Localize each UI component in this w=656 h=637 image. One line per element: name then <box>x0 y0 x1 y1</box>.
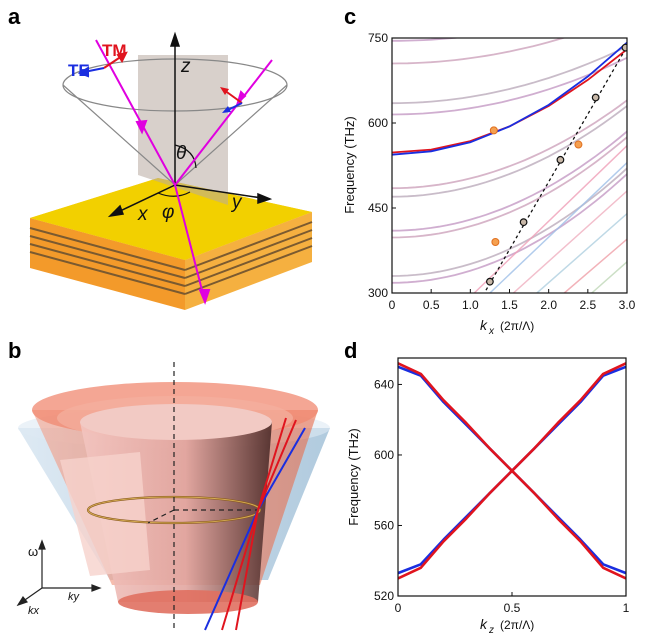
d-y-tick-label: 560 <box>374 518 394 532</box>
c-highlight-band <box>392 41 627 156</box>
d-band-line <box>397 362 627 580</box>
panel-c-band-chart: 0 0.5 1.0 1.5 2.0 2.5 3.0 300 450 600 750 Frequen… <box>342 31 636 337</box>
c-faint-band-line <box>392 136 627 239</box>
d-plot-area <box>397 362 627 580</box>
ky-label: ky <box>68 591 81 603</box>
c-black-marker <box>591 93 600 102</box>
coordinate-axes <box>107 31 273 218</box>
c-x-axis-sub: x <box>488 326 495 337</box>
c-y-tick-label: 600 <box>368 116 388 130</box>
c-y-ticks: 300 450 600 750 <box>368 31 396 300</box>
d-y-tick-label: 520 <box>374 589 394 603</box>
c-x-axis-main: k <box>480 317 488 333</box>
tm-label: TM <box>102 41 127 60</box>
c-y-tick-label: 750 <box>368 31 388 45</box>
d-plot-frame <box>397 357 627 597</box>
te-label: TE <box>68 61 90 80</box>
c-light-line <box>473 145 627 293</box>
panel-label-b: b <box>8 338 22 363</box>
kx-label: kx <box>28 605 40 617</box>
c-faint-band-line <box>392 99 627 190</box>
d-x-ticks: 0 0.5 1 <box>395 592 630 615</box>
c-black-marker <box>556 155 565 164</box>
c-y-axis-label: Frequency (THz) <box>342 116 357 214</box>
d-x-axis-unit: (2π/Λ) <box>500 618 534 632</box>
c-x-tick-label: 3.0 <box>619 298 636 312</box>
d-y-tick-label: 640 <box>374 377 394 391</box>
phi-label: φ <box>162 202 174 223</box>
theta-label: θ <box>176 143 187 164</box>
c-plot-area <box>392 38 627 293</box>
omega-label: ω <box>28 544 38 559</box>
d-x-tick-label: 0.5 <box>504 601 521 615</box>
c-x-tick-label: 1.0 <box>462 298 479 312</box>
y-axis-label: y <box>230 192 243 213</box>
c-black-marker <box>486 277 494 286</box>
c-dashed-light-line <box>485 46 627 291</box>
c-faint-band-line <box>392 173 627 284</box>
c-faint-band-line <box>392 45 627 105</box>
c-x-tick-label: 2.5 <box>579 298 596 312</box>
c-orange-marker <box>574 140 583 149</box>
tm-polarization-arrow <box>103 51 128 69</box>
c-light-line <box>489 162 627 293</box>
cone-cutout <box>60 452 150 576</box>
z-axis-label: z <box>180 56 191 77</box>
c-faint-band-line <box>392 167 627 277</box>
phi-arc <box>157 191 191 197</box>
c-black-marker <box>621 43 627 52</box>
c-y-tick-label: 450 <box>368 201 388 215</box>
c-x-tick-label: 0 <box>389 298 396 312</box>
c-light-line <box>591 261 627 293</box>
c-light-line <box>563 238 627 293</box>
c-x-tick-label: 2.0 <box>540 298 557 312</box>
light-rays <box>95 39 273 305</box>
gold-top-surface <box>30 178 312 260</box>
panel-label-c: c <box>344 4 357 29</box>
panel-b-dispersion-cones: ω ky kx <box>16 362 330 631</box>
theta-arc <box>174 144 197 169</box>
c-black-marker <box>519 218 528 227</box>
c-x-tick-label: 0.5 <box>423 298 440 312</box>
c-x-tick-label: 1.5 <box>501 298 518 312</box>
reflected-polarization-arrows <box>220 87 243 113</box>
x-axis-label: x <box>137 204 149 225</box>
c-light-line <box>512 190 627 293</box>
c-faint-band-line <box>392 105 627 198</box>
d-x-tick-label: 1 <box>623 601 630 615</box>
c-faint-band-line <box>392 56 627 116</box>
c-light-line <box>536 213 627 293</box>
c-y-tick-label: 300 <box>368 286 388 300</box>
c-faint-band-line <box>392 130 627 232</box>
panel-label-d: d <box>344 338 358 363</box>
side-dispersion-lines <box>204 417 306 631</box>
c-orange-marker <box>491 238 500 246</box>
d-x-tick-label: 0 <box>395 601 402 615</box>
d-y-ticks: 520 560 600 640 <box>374 377 402 603</box>
b-axes <box>16 539 102 607</box>
c-faint-band-line <box>392 38 567 65</box>
c-x-axis-unit: (2π/Λ) <box>500 319 534 333</box>
d-x-axis-sub: z <box>488 625 494 636</box>
plane-of-incidence <box>138 55 228 205</box>
c-series-group <box>392 38 627 293</box>
panel-a-schematic: TE TM z x y θ φ <box>29 31 313 310</box>
c-orange-marker <box>489 126 498 135</box>
panel-label-a: a <box>8 4 21 29</box>
d-y-axis-label: Frequency (THz) <box>346 428 361 526</box>
d-y-tick-label: 600 <box>374 448 394 462</box>
dashed-guides <box>147 362 258 630</box>
c-faint-band-line <box>392 38 462 42</box>
te-polarization-arrow <box>77 66 105 78</box>
d-x-axis-main: k <box>480 616 488 632</box>
c-x-ticks: 0 0.5 1.0 1.5 2.0 2.5 3.0 <box>389 289 636 312</box>
